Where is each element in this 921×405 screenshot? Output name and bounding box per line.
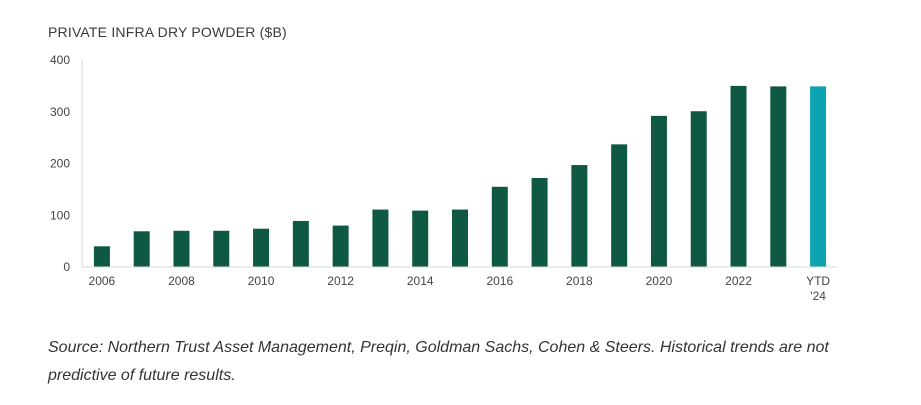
bar-2015 [452, 209, 468, 267]
bar-2011 [292, 220, 309, 267]
x-tick-label: 2008 [168, 274, 195, 288]
bar-2009 [213, 230, 230, 267]
chart-title: PRIVATE INFRA DRY POWDER ($B) [48, 24, 287, 40]
y-tick-label: 0 [63, 260, 70, 274]
bar-2006 [93, 246, 110, 267]
bar-2016 [491, 186, 508, 267]
bar-2019 [611, 144, 628, 267]
bar-2017 [531, 177, 548, 267]
x-tick-label: 2012 [327, 274, 354, 288]
source-note: Source: Northern Trust Asset Management,… [48, 339, 829, 384]
bar-2007 [133, 231, 150, 267]
y-tick-label: 400 [50, 53, 70, 67]
x-tick-label: 2022 [725, 274, 752, 288]
x-tick-label: 2006 [89, 274, 116, 288]
bar-2018 [571, 165, 588, 267]
bar-2012 [332, 225, 349, 267]
x-tick-label: YTD '24 [806, 274, 830, 303]
bar-2014 [412, 210, 429, 267]
bar-2013 [372, 209, 389, 267]
bar-2022 [730, 85, 747, 267]
y-tick-label: 200 [50, 157, 70, 171]
bar-2020 [650, 115, 667, 267]
bar-2021 [690, 111, 707, 267]
bars [93, 85, 827, 267]
y-tick-label: 300 [50, 105, 70, 119]
bar-2010 [253, 228, 270, 267]
y-axis: 0 100 200 300 400 [50, 53, 83, 274]
x-axis: 2006 2008 2010 2012 2014 2016 2018 2020 2022 YTD '… [82, 266, 838, 303]
bar-ytd-24 [810, 86, 827, 267]
x-tick-label: 2018 [566, 274, 593, 288]
y-tick-label: 100 [50, 208, 70, 222]
x-tick-label: 2016 [486, 274, 513, 288]
bar-2023 [770, 86, 787, 267]
x-tick-label: 2010 [248, 274, 275, 288]
x-tick-label: 2020 [646, 274, 673, 288]
bar-2008 [173, 230, 190, 267]
x-tick-label: 2014 [407, 274, 434, 288]
